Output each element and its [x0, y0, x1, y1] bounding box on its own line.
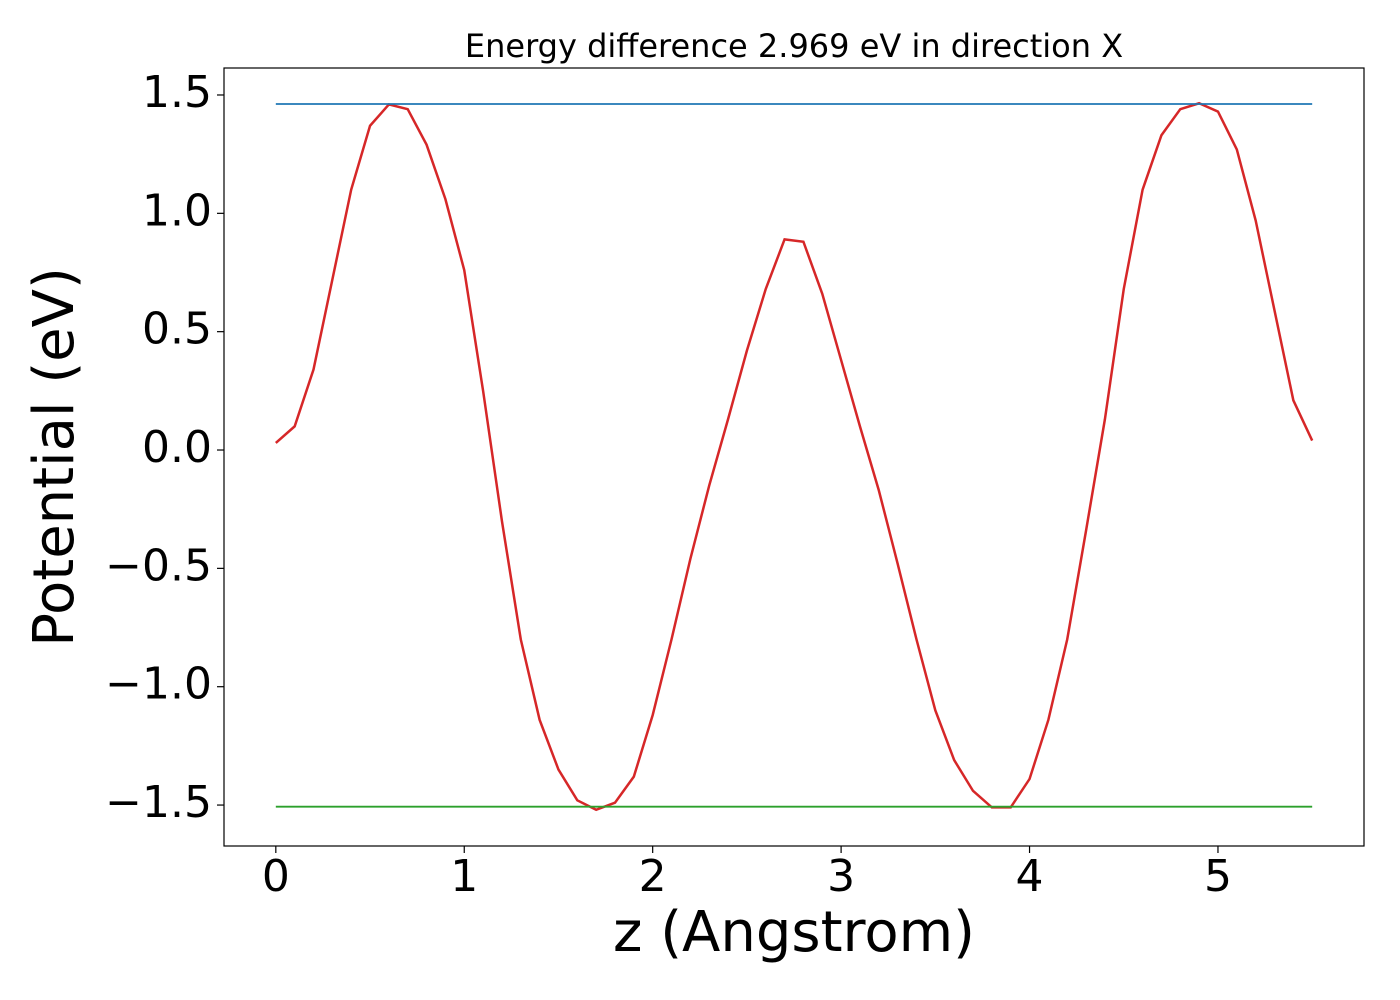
x-axis-label: z (Angstrom) [613, 900, 975, 965]
y-tick-label: −0.5 [105, 540, 212, 591]
y-tick-label: 0.5 [142, 304, 212, 355]
y-tick-label: 1.0 [142, 185, 212, 236]
y-tick-label: −1.5 [105, 777, 212, 828]
plot-frame [223, 67, 1365, 847]
x-tick-label: 5 [1204, 851, 1232, 902]
x-tick-label: 3 [827, 851, 855, 902]
series-line [274, 101, 1314, 812]
y-tick-label: −1.0 [105, 659, 212, 710]
y-tick-label: 1.5 [142, 67, 212, 118]
x-tick-label: 0 [262, 851, 290, 902]
x-tick-label: 2 [639, 851, 667, 902]
chart-title: Energy difference 2.969 eV in direction … [465, 27, 1123, 65]
y-axis-label: Potential (eV) [22, 267, 87, 647]
x-tick-label: 1 [450, 851, 478, 902]
x-tick-label: 4 [1016, 851, 1044, 902]
y-tick-label: 0.0 [142, 422, 212, 473]
